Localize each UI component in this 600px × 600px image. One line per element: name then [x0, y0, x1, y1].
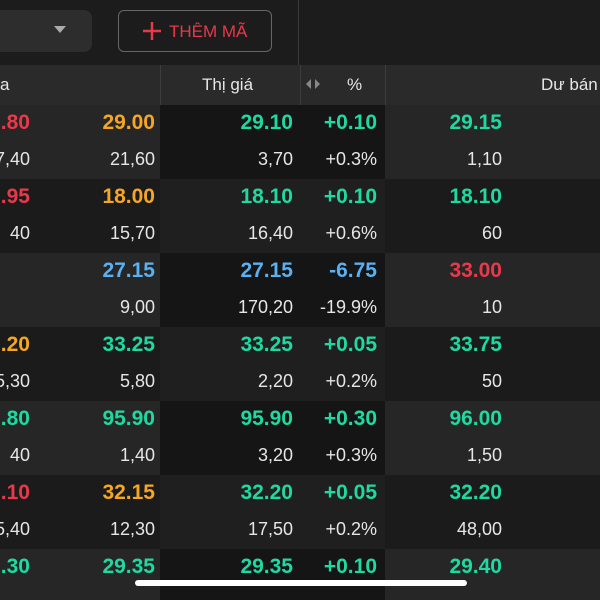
- cell-volume: 1,10: [466, 149, 502, 169]
- cell-volume: 1,50: [466, 445, 502, 465]
- cell-price: -6.75: [329, 259, 377, 282]
- cell-price: 29.35: [102, 555, 155, 578]
- cell-volume: -19.9%: [319, 297, 377, 317]
- cell-price: 33.25: [240, 333, 293, 356]
- cell-price: 32.20: [449, 481, 502, 504]
- cell-price: .20: [0, 333, 30, 356]
- cell-volume: 48,00: [456, 519, 502, 539]
- cell-price: 18.10: [449, 185, 502, 208]
- cell-price: 33.25: [102, 333, 155, 356]
- stock-row[interactable]: .80 7,40 29.00 21,60 29.10 3,70 +0.10 +0.3% 29.1…: [0, 105, 600, 179]
- cell-price: 29.15: [449, 111, 502, 134]
- cell-price: 27.15: [102, 259, 155, 282]
- cell-volume: 40: [9, 223, 30, 243]
- header-ask: Dư bán: [541, 75, 598, 94]
- cell-volume: 12,30: [109, 519, 155, 539]
- cell-volume: 1,40: [119, 445, 155, 465]
- cell-price: +0.10: [323, 185, 377, 208]
- cell-volume: 5,30: [0, 371, 30, 391]
- cell-volume: 17,50: [247, 519, 293, 539]
- cell-price: 29.35: [240, 555, 293, 578]
- cell-volume: 3,20: [257, 445, 293, 465]
- cell-price: +0.10: [323, 111, 377, 134]
- cell-volume: 9,00: [119, 297, 155, 317]
- cell-price: .10: [0, 481, 30, 504]
- cell-price: 18.10: [240, 185, 293, 208]
- cell-price: .80: [0, 407, 30, 430]
- stock-row[interactable]: .10 5,40 32.15 12,30 32.20 17,50 +0.05 +0.2% 32.…: [0, 475, 600, 549]
- cell-price: +0.10: [323, 555, 377, 578]
- cell-price: +0.05: [323, 333, 377, 356]
- cell-price: .30: [0, 555, 30, 578]
- header-price: Thị giá: [202, 75, 254, 94]
- cell-price: 18.00: [102, 185, 155, 208]
- cell-volume: 16,40: [247, 223, 293, 243]
- price-column-bg: [160, 327, 385, 401]
- cell-volume: 60: [481, 223, 502, 243]
- cell-price: 95.90: [102, 407, 155, 430]
- stock-row[interactable]: .95 40 18.00 15,70 18.10 16,40 +0.10 +0.6% 18.10…: [0, 179, 600, 253]
- plus-icon: [143, 22, 161, 40]
- cell-price: 33.00: [449, 259, 502, 282]
- cell-volume: +0.2%: [325, 371, 377, 391]
- price-column-bg: [160, 179, 385, 253]
- cell-price: .95: [0, 185, 30, 208]
- cell-price: 32.20: [240, 481, 293, 504]
- cell-volume: 10: [481, 297, 502, 317]
- table-body: .80 7,40 29.00 21,60 29.10 3,70 +0.10 +0.3% 29.1…: [0, 105, 600, 600]
- cell-volume: 50: [481, 371, 502, 391]
- cell-volume: 2,20: [257, 371, 293, 391]
- sort-icon[interactable]: [306, 79, 320, 89]
- cell-volume: 170,20: [237, 297, 293, 317]
- cell-volume: 40: [9, 445, 30, 465]
- cell-price: 29.40: [449, 555, 502, 578]
- dropdown-arrow: [54, 26, 66, 33]
- cell-price: 29.10: [240, 111, 293, 134]
- cell-volume: 21,60: [109, 149, 155, 169]
- dropdown[interactable]: [0, 10, 92, 52]
- cell-price: 95.90: [240, 407, 293, 430]
- add-button-label: THÊM MÃ: [169, 22, 248, 41]
- stock-row[interactable]: .20 5,30 33.25 5,80 33.25 2,20 +0.05 +0.2% 33.75…: [0, 327, 600, 401]
- toolbar: [0, 0, 600, 65]
- price-column-bg: [160, 401, 385, 475]
- cell-volume: 5,40: [0, 519, 30, 539]
- price-column-bg: [160, 253, 385, 327]
- cell-volume: +0.3%: [325, 149, 377, 169]
- price-column-bg: [160, 105, 385, 179]
- cell-volume: 15,70: [109, 223, 155, 243]
- cell-volume: +0.6%: [325, 223, 377, 243]
- stock-row[interactable]: 27.159,0027.15170,20-6.75-19.9%33.001033…: [0, 253, 600, 327]
- cell-price: 33.75: [449, 333, 502, 356]
- cell-volume: 7,40: [0, 149, 30, 169]
- cell-price: 32.15: [102, 481, 155, 504]
- divider: [298, 0, 299, 65]
- cell-price: .80: [0, 111, 30, 134]
- home-indicator: [135, 580, 467, 586]
- cell-volume: 3,70: [257, 149, 293, 169]
- add-button[interactable]: THÊM MÃ: [118, 10, 272, 52]
- table-header: a Thị giá % Dư bán: [0, 65, 600, 105]
- cell-volume: 5,80: [119, 371, 155, 391]
- header-col: a: [0, 75, 10, 94]
- header-percent: %: [347, 75, 363, 94]
- price-column-bg: [160, 475, 385, 549]
- cell-volume: +0.2%: [325, 519, 377, 539]
- price-column-bg: [160, 549, 385, 600]
- cell-price: 29.00: [102, 111, 155, 134]
- stock-row[interactable]: .80 40 95.90 1,40 95.90 3,20 +0.30 +0.3% 96.00 1,…: [0, 401, 600, 475]
- cell-volume: +0.3%: [325, 445, 377, 465]
- cell-price: 27.15: [240, 259, 293, 282]
- cell-price: +0.05: [323, 481, 377, 504]
- cell-price: +0.30: [323, 407, 377, 430]
- cell-price: 96.00: [449, 407, 502, 430]
